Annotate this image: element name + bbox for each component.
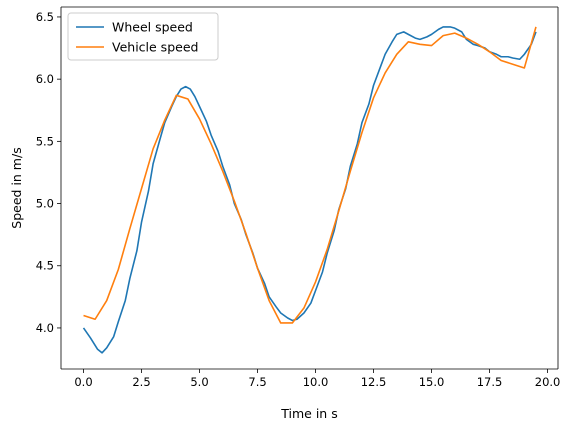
- y-tick-label: 4.0: [36, 321, 54, 335]
- x-tick-label: 5.0: [190, 375, 208, 389]
- axes-frame: [60, 6, 559, 370]
- y-tick-label: 6.5: [36, 10, 54, 24]
- x-tick-label: 12.5: [361, 375, 387, 389]
- series-layer: [82, 26, 537, 354]
- series-line-vehicle-speed: [83, 26, 537, 324]
- x-tick-label: 0.0: [74, 375, 92, 389]
- y-axis-ticks: 4.0 4.5 5.0 5.5 6.0 6.5: [36, 10, 61, 335]
- y-tick-label: 5.5: [36, 134, 54, 148]
- x-axis-label: Time in s: [280, 406, 337, 421]
- y-axis-label: Speed in m/s: [9, 147, 24, 228]
- y-tick-label: 6.0: [36, 72, 54, 86]
- series-line-wheel-speed: [82, 26, 537, 354]
- legend: Wheel speed Vehicle speed: [67, 12, 219, 61]
- legend-label-wheel-speed: Wheel speed: [112, 20, 193, 35]
- x-tick-label: 17.5: [477, 375, 503, 389]
- legend-box: [67, 12, 219, 61]
- x-tick-label: 10.0: [303, 375, 329, 389]
- y-tick-label: 5.0: [36, 197, 54, 211]
- x-tick-label: 15.0: [419, 375, 445, 389]
- x-tick-label: 2.5: [132, 375, 150, 389]
- x-axis-ticks: 0.0 2.5 5.0 7.5 10.0 12.5 15.0 17.5 20.0: [74, 369, 560, 389]
- y-tick-label: 4.5: [36, 259, 54, 273]
- x-tick-label: 20.0: [535, 375, 561, 389]
- x-tick-label: 7.5: [248, 375, 266, 389]
- legend-label-vehicle-speed: Vehicle speed: [112, 40, 198, 55]
- plot-background: [61, 7, 558, 369]
